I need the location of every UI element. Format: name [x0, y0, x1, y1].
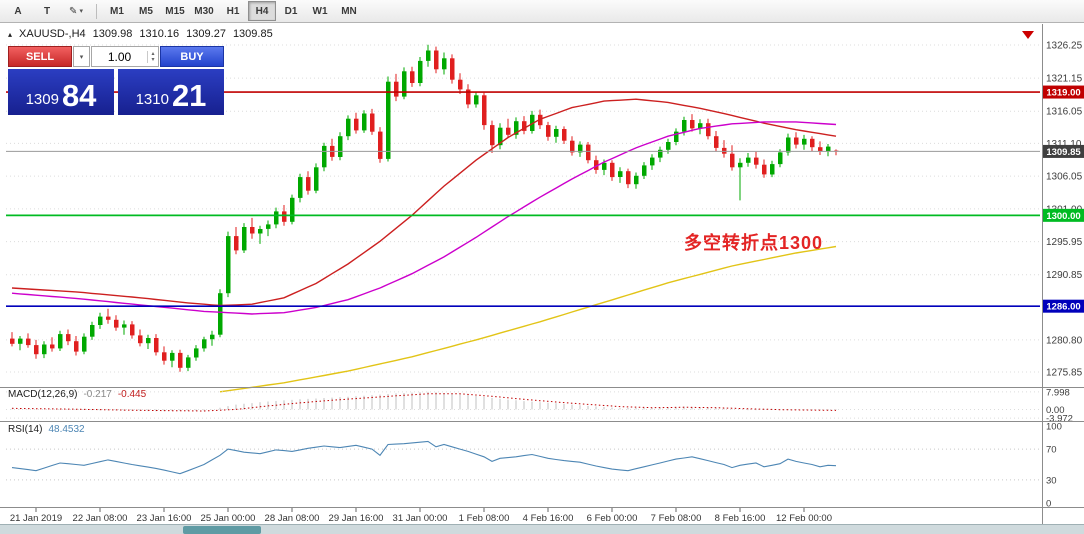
horizontal-scrollbar[interactable] — [0, 524, 1084, 534]
draw-tool-button[interactable]: ✎ ▾ — [62, 1, 90, 21]
open-value: 1309.98 — [92, 28, 133, 40]
buy-price-pips: 21 — [171, 78, 207, 113]
svg-text:21 Jan 2019: 21 Jan 2019 — [10, 513, 62, 524]
svg-text:1275.85: 1275.85 — [1046, 368, 1083, 379]
macd-indicator-label: MACD(12,26,9) -0.217 -0.445 — [8, 389, 146, 400]
sell-price-pips: 84 — [61, 78, 97, 113]
timeframe-h1-button[interactable]: H1 — [226, 5, 240, 17]
sell-button[interactable]: SELL — [8, 46, 72, 67]
rsi-value: 48.4532 — [48, 424, 85, 435]
timeframe-m30-button[interactable]: M30 — [194, 5, 214, 17]
svg-text:1306.05: 1306.05 — [1046, 172, 1083, 183]
timeframe-mn-button[interactable]: MN — [341, 5, 357, 17]
svg-text:1309.85: 1309.85 — [1046, 147, 1081, 158]
price-axis[interactable]: 1326.251321.151316.051311.101306.051301.… — [1043, 41, 1084, 379]
volume-input[interactable] — [92, 48, 147, 65]
sell-price-main: 1309 — [25, 91, 59, 108]
svg-text:28 Jan 08:00: 28 Jan 08:00 — [265, 513, 320, 524]
svg-text:1290.85: 1290.85 — [1046, 270, 1083, 281]
svg-text:29 Jan 16:00: 29 Jan 16:00 — [329, 513, 384, 524]
macd-signal-value: -0.445 — [117, 389, 147, 400]
svg-text:25 Jan 00:00: 25 Jan 00:00 — [201, 513, 256, 524]
grid-layer — [6, 44, 1040, 373]
timeframe-d1-button[interactable]: D1 — [284, 5, 298, 17]
collapse-panel-icon[interactable]: ▴ — [8, 29, 13, 39]
rsi-pane: 100 70 30 0 — [6, 422, 1062, 510]
svg-text:0.00: 0.00 — [1046, 405, 1065, 416]
rsi-name: RSI(14) — [8, 424, 43, 435]
svg-text:1319.00: 1319.00 — [1046, 88, 1080, 99]
volume-spin-down[interactable]: ▾ — [147, 56, 158, 63]
timeframe-m5-button[interactable]: M5 — [139, 5, 153, 17]
volume-spin-up[interactable]: ▴ — [147, 50, 158, 57]
chart-ohlc-header: ▴ XAUUSD-,H4 1309.98 1310.16 1309.27 130… — [8, 28, 273, 40]
svg-text:70: 70 — [1046, 445, 1057, 456]
svg-text:1286.00: 1286.00 — [1046, 302, 1080, 313]
svg-text:8 Feb 16:00: 8 Feb 16:00 — [715, 513, 766, 524]
svg-text:1321.15: 1321.15 — [1046, 74, 1083, 85]
chart-text-annotation: 多空转折点1300 — [684, 233, 824, 253]
macd-name: MACD(12,26,9) — [8, 389, 78, 400]
chart-shift-marker-icon[interactable] — [1022, 31, 1034, 39]
timeframe-w1-button[interactable]: W1 — [312, 5, 328, 17]
text-label-tool-button[interactable]: A — [14, 5, 22, 17]
buy-price-display[interactable]: 1310 21 — [118, 69, 224, 115]
one-click-trading-panel: SELL ▾ ▴ ▾ BUY 1309 84 1310 21 — [8, 46, 224, 115]
timeframe-m1-button[interactable]: M1 — [110, 5, 124, 17]
high-value: 1310.16 — [139, 28, 180, 40]
rsi-indicator-label: RSI(14) 48.4532 — [8, 424, 85, 435]
pencil-icon: ✎ — [69, 5, 78, 17]
toolbar-separator — [96, 3, 97, 19]
candles-layer — [10, 44, 839, 372]
svg-text:4 Feb 16:00: 4 Feb 16:00 — [523, 513, 574, 524]
svg-text:7 Feb 08:00: 7 Feb 08:00 — [651, 513, 702, 524]
sell-price-display[interactable]: 1309 84 — [8, 69, 114, 115]
svg-text:0: 0 — [1046, 499, 1051, 510]
buy-button[interactable]: BUY — [160, 46, 224, 67]
svg-text:23 Jan 16:00: 23 Jan 16:00 — [137, 513, 192, 524]
volume-field: ▴ ▾ — [91, 46, 159, 67]
top-toolbar: A T ✎ ▾ M1 M5 M15 M30 H1 H4 D1 W1 MN — [0, 0, 1084, 23]
text-tool-button[interactable]: T — [43, 5, 51, 17]
macd-pane: 7.998 0.00-3.972 — [6, 387, 1073, 425]
timeframe-m15-button[interactable]: M15 — [165, 5, 185, 17]
order-type-dropdown[interactable]: ▾ — [73, 46, 90, 67]
time-axis[interactable]: 21 Jan 2019 22 Jan 08:00 23 Jan 16:00 25 Ja… — [10, 508, 832, 524]
timeframe-h4-button[interactable]: H4 — [248, 1, 276, 21]
svg-text:6 Feb 00:00: 6 Feb 00:00 — [587, 513, 638, 524]
svg-text:1311.10: 1311.10 — [1046, 139, 1082, 150]
scrollbar-thumb[interactable] — [183, 526, 261, 534]
svg-text:31 Jan 00:00: 31 Jan 00:00 — [393, 513, 448, 524]
svg-text:1280.80: 1280.80 — [1046, 335, 1083, 346]
svg-text:1295.95: 1295.95 — [1046, 237, 1083, 248]
svg-text:-3.972: -3.972 — [1046, 414, 1073, 425]
close-value: 1309.85 — [232, 28, 273, 40]
svg-text:100: 100 — [1046, 422, 1062, 433]
svg-text:30: 30 — [1046, 475, 1057, 486]
buy-price-main: 1310 — [135, 91, 169, 108]
svg-text:22 Jan 08:00: 22 Jan 08:00 — [73, 513, 128, 524]
chevron-down-icon: ▾ — [79, 8, 83, 15]
svg-text:12 Feb 00:00: 12 Feb 00:00 — [776, 513, 832, 524]
svg-text:1 Feb 08:00: 1 Feb 08:00 — [459, 513, 510, 524]
pane-separators — [0, 24, 1084, 524]
symbol-timeframe-label: XAUUSD-,H4 — [19, 28, 86, 40]
macd-main-value: -0.217 — [83, 389, 112, 400]
svg-text:1300.00: 1300.00 — [1046, 211, 1080, 222]
svg-text:7.998: 7.998 — [1046, 387, 1070, 398]
low-value: 1309.27 — [186, 28, 226, 40]
svg-text:1316.05: 1316.05 — [1046, 107, 1083, 118]
svg-text:1326.25: 1326.25 — [1046, 41, 1083, 52]
